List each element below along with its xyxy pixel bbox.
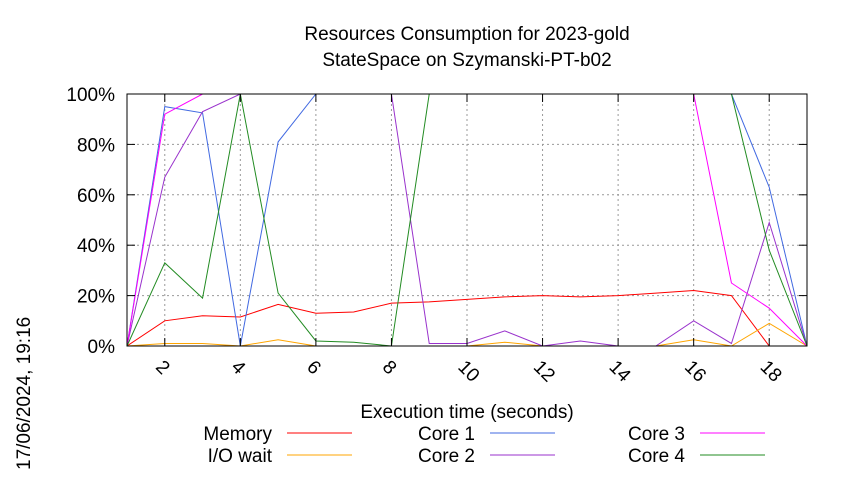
x-tick-label: 10 bbox=[453, 357, 483, 387]
x-tick-label: 16 bbox=[680, 357, 710, 387]
legend-label: Core 1 bbox=[418, 424, 475, 445]
x-axis-label: Execution time (seconds) bbox=[360, 402, 573, 423]
legend-label: Core 4 bbox=[628, 446, 685, 467]
legend-label: Core 2 bbox=[418, 446, 475, 467]
y-tick-label: 60% bbox=[77, 186, 115, 207]
x-tick-label: 4 bbox=[227, 357, 250, 380]
chart-title-line-1: Resources Consumption for 2023-gold bbox=[304, 24, 629, 45]
side-timestamp: 17/06/2024, 19:16 bbox=[14, 317, 35, 470]
legend-label: I/O wait bbox=[208, 446, 273, 467]
y-tick-label: 40% bbox=[77, 236, 115, 257]
legend-label: Memory bbox=[203, 424, 272, 445]
x-tick-label: 2 bbox=[151, 357, 173, 379]
x-tick-label: 12 bbox=[529, 357, 559, 387]
x-tick-label: 6 bbox=[302, 357, 324, 379]
y-tick-label: 100% bbox=[66, 85, 115, 106]
x-tick-label: 8 bbox=[378, 357, 400, 379]
y-tick-label: 20% bbox=[77, 287, 115, 308]
x-tick-label: 14 bbox=[605, 357, 635, 387]
series-line-memory bbox=[126, 290, 807, 347]
x-tick-label: 18 bbox=[756, 357, 786, 387]
y-tick-label: 0% bbox=[88, 337, 116, 358]
chart-title-line-2: StateSpace on Szymanski-PT-b02 bbox=[322, 50, 611, 71]
y-tick-label: 80% bbox=[77, 135, 115, 156]
legend-label: Core 3 bbox=[628, 424, 685, 445]
